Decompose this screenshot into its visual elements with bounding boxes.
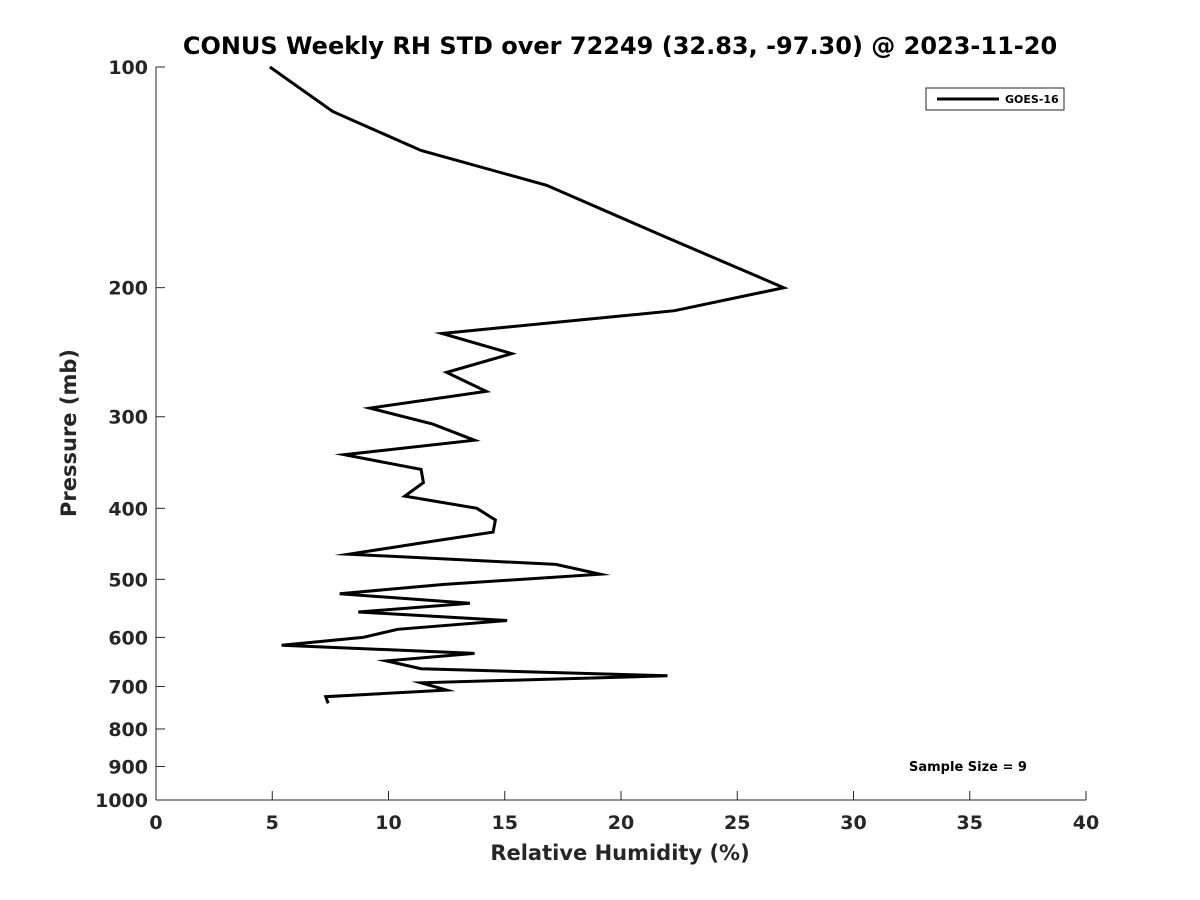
y-tick-label: 900 [108,756,148,778]
x-tick-label: 10 [375,812,401,834]
x-tick-label: 5 [266,812,279,834]
series-layer [269,65,789,704]
y-tick-label: 1000 [95,790,148,812]
y-tick-label: 700 [108,676,148,698]
y-tick-label: 500 [108,569,148,591]
y-tick-label: 600 [108,627,148,649]
legend-entry-goes-16: GOES-16 [1005,93,1059,106]
chart-title: CONUS Weekly RH STD over 72249 (32.83, -… [183,32,1057,60]
x-tick-label: 40 [1073,812,1099,834]
x-axis-label: Relative Humidity (%) [490,841,749,865]
x-ticks: 0 5 10 15 20 25 30 35 40 [149,791,1099,834]
legend: GOES-16 [925,87,1065,111]
y-tick-label: 800 [108,719,148,741]
y-axis-label: Pressure (mb) [57,349,81,517]
x-tick-label: 35 [957,812,983,834]
x-tick-label: 20 [608,812,634,834]
sample-size-annotation: Sample Size = 9 [909,760,1027,775]
y-ticks: 100 200 300 400 500 600 700 800 900 1000 [95,57,165,812]
x-tick-label: 15 [492,812,518,834]
y-tick-label: 200 [108,278,148,300]
y-tick-label: 100 [108,57,148,79]
x-tick-label: 30 [840,812,866,834]
y-tick-label: 300 [108,407,148,429]
x-tick-label: 25 [724,812,750,834]
series-line-goes-16 [269,65,789,704]
y-tick-label: 400 [108,498,148,520]
x-tick-label: 0 [149,812,162,834]
